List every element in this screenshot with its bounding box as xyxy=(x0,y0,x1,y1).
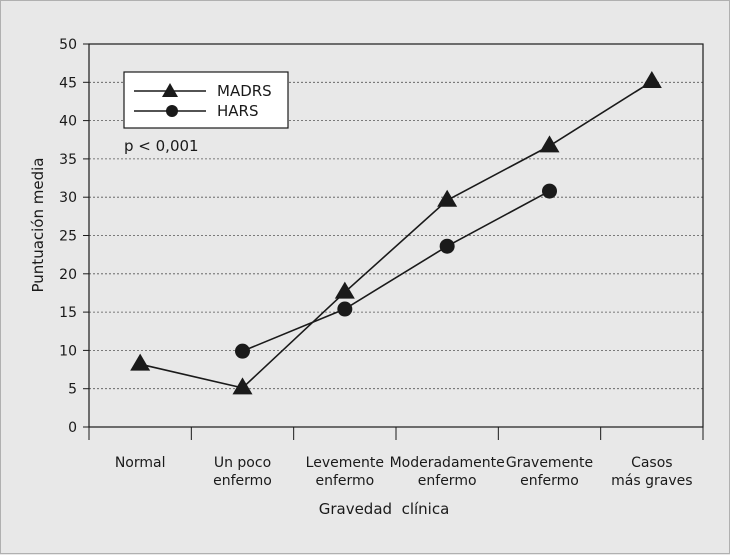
y-tick-label: 0 xyxy=(68,420,77,436)
y-tick-label: 50 xyxy=(59,37,77,53)
x-tick-label: Normal xyxy=(115,455,166,471)
data-point-madrs xyxy=(641,70,662,88)
data-point-hars xyxy=(337,301,353,317)
legend-marker-hars xyxy=(166,105,178,117)
data-point-madrs xyxy=(539,135,560,153)
y-tick-label: 40 xyxy=(59,114,77,130)
data-point-hars xyxy=(439,238,455,254)
legend-box xyxy=(123,71,289,129)
y-tick-label: 15 xyxy=(59,305,77,321)
legend-marker-madrs xyxy=(162,83,178,97)
y-tick-label: 10 xyxy=(59,343,77,359)
y-tick-label: 30 xyxy=(59,190,77,206)
series-line-madrs xyxy=(139,80,653,389)
data-point-madrs xyxy=(130,353,151,371)
y-axis-label: Puntuación media xyxy=(29,158,47,293)
p-value-annotation: p < 0,001 xyxy=(124,137,199,155)
y-tick-label: 35 xyxy=(59,152,77,168)
y-ticks: 0 5 10 15 20 25 30 35 40 45 50 xyxy=(59,37,89,436)
y-tick-label: 45 xyxy=(59,75,77,91)
y-tick-label: 25 xyxy=(59,229,77,245)
data-point-madrs xyxy=(437,189,458,207)
data-point-madrs xyxy=(232,377,253,395)
x-ticks: Normal Un poco enfermo Levemente enfermoMode… xyxy=(88,427,704,489)
data-point-hars xyxy=(235,343,250,359)
legend-label-madrs: MADRS xyxy=(217,82,272,100)
series-line-hars xyxy=(242,190,550,352)
x-tick-label: Levemente enfermo xyxy=(306,455,384,489)
x-tick-label: Un poco enfermo xyxy=(213,455,272,489)
x-tick-label: Moderadamente enfermo xyxy=(390,455,505,489)
x-axis-label: Gravedad clínica xyxy=(319,500,450,518)
data-point-hars xyxy=(542,183,557,199)
y-tick-label: 5 xyxy=(68,382,77,398)
legend-label-hars: HARS xyxy=(217,102,258,120)
x-tick-label: Casos más graves xyxy=(611,455,692,489)
series-group xyxy=(130,70,662,395)
y-tick-label: 20 xyxy=(59,267,77,283)
x-tick-label: Gravemente enfermo xyxy=(506,455,593,489)
data-point-madrs xyxy=(334,281,355,299)
legend: MADRS HARS xyxy=(123,71,289,129)
